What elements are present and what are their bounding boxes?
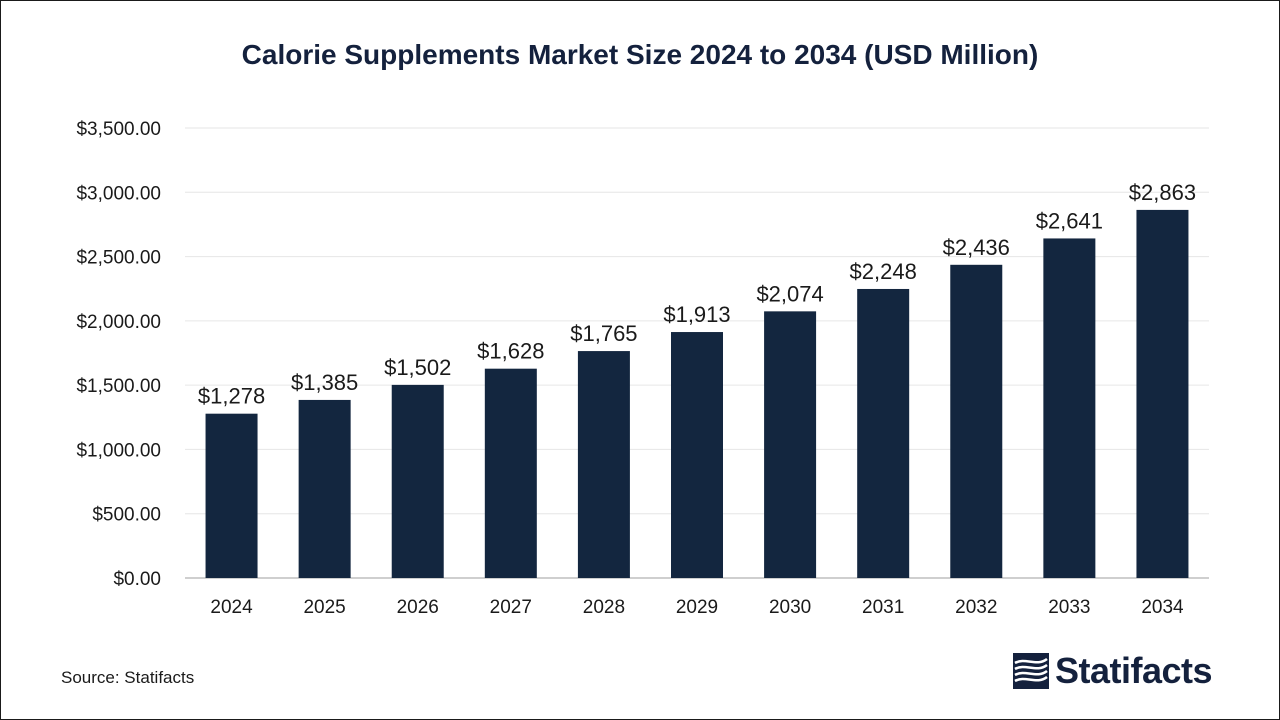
y-tick-label: $2,500.00 — [76, 248, 161, 269]
x-tick-label: 2024 — [210, 597, 253, 618]
data-label: $2,074 — [756, 281, 823, 306]
data-label: $1,628 — [477, 339, 544, 364]
bar — [950, 264, 1003, 578]
x-tick-label: 2033 — [1048, 597, 1090, 618]
y-tick-label: $3,000.00 — [76, 183, 161, 204]
y-tick-label: $500.00 — [92, 505, 161, 526]
statifacts-logo: Statifacts — [1013, 650, 1213, 691]
data-label: $1,502 — [384, 355, 451, 380]
y-tick-label: $3,500.00 — [76, 119, 161, 140]
statifacts-logo-icon — [1013, 653, 1049, 689]
x-tick-label: 2030 — [769, 597, 811, 618]
x-tick-label: 2031 — [862, 597, 904, 618]
chart-title: Calorie Supplements Market Size 2024 to … — [241, 39, 1039, 70]
x-tick-label: 2025 — [303, 597, 345, 618]
data-label: $2,641 — [1036, 208, 1103, 233]
data-label: $1,385 — [291, 370, 358, 395]
bar — [391, 384, 444, 578]
y-tick-label: $1,500.00 — [76, 376, 161, 397]
y-tick-label: $0.00 — [113, 569, 161, 590]
bar — [298, 399, 351, 578]
logo-text: Statifacts — [1055, 650, 1213, 691]
data-label: $1,278 — [198, 384, 265, 409]
data-label: $1,913 — [663, 302, 730, 327]
bar — [857, 288, 910, 578]
source-note: Source: Statifacts — [61, 668, 195, 687]
data-label: $2,248 — [850, 259, 917, 284]
data-label: $1,765 — [570, 321, 637, 346]
bar — [671, 332, 723, 578]
bar — [1043, 238, 1096, 578]
bar — [484, 368, 537, 578]
x-tick-label: 2028 — [583, 597, 625, 618]
bar — [205, 413, 258, 578]
x-tick-label: 2029 — [676, 597, 718, 618]
x-tick-label: 2026 — [397, 597, 439, 618]
x-tick-label: 2032 — [955, 597, 997, 618]
bar — [1136, 209, 1189, 578]
y-tick-label: $2,000.00 — [76, 312, 161, 333]
data-label: $2,436 — [943, 235, 1010, 260]
bar — [764, 311, 817, 578]
y-tick-label: $1,000.00 — [76, 440, 161, 461]
data-label: $2,863 — [1129, 180, 1196, 205]
x-tick-label: 2034 — [1141, 597, 1184, 618]
bar — [577, 351, 630, 578]
x-tick-label: 2027 — [490, 597, 532, 618]
